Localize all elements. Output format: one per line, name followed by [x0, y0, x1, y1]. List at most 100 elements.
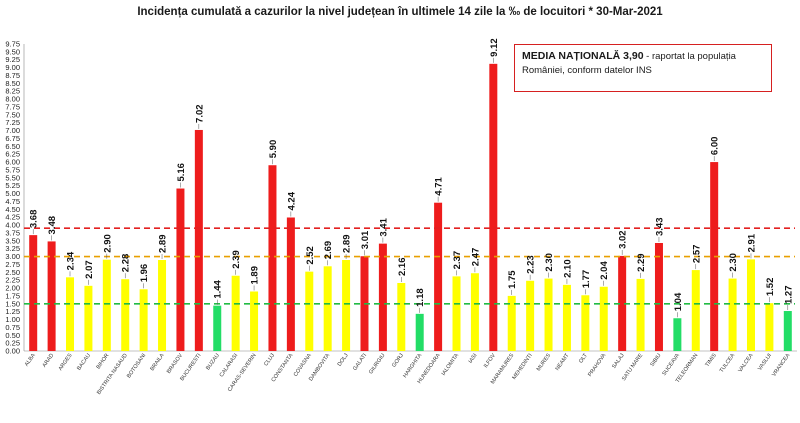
national-average-value: MEDIA NAȚIONALĂ 3,90 — [522, 50, 644, 62]
y-tick-label: 5.50 — [5, 173, 20, 182]
value-label: 5.90 — [268, 140, 279, 159]
bar — [397, 282, 406, 351]
y-tick-label: 5.00 — [5, 189, 20, 198]
category-label: GORJ — [391, 353, 405, 369]
value-label: 2.89 — [342, 235, 353, 254]
value-label: 2.28 — [121, 254, 132, 273]
bar — [728, 278, 737, 351]
category-label: SUCEAVA — [661, 352, 681, 377]
national-average-description: - raportat la populația României, confor… — [522, 51, 736, 76]
value-label: 3.01 — [360, 230, 371, 249]
bar — [470, 273, 479, 351]
value-label: 2.29 — [636, 253, 647, 272]
national-average-note: MEDIA NAȚIONALĂ 3,90 - raportat la popul… — [514, 44, 772, 92]
value-label: 2.34 — [66, 251, 77, 270]
bar — [562, 284, 571, 351]
y-tick-label: 7.50 — [5, 110, 20, 119]
y-tick-label: 4.50 — [5, 205, 20, 214]
bar — [176, 188, 185, 351]
bar — [158, 260, 167, 351]
bar — [489, 63, 498, 352]
bar — [102, 259, 111, 351]
category-label: GALATI — [352, 352, 368, 372]
category-label: GIURGIU — [368, 353, 386, 376]
value-label: 9.12 — [489, 38, 500, 56]
category-label: BRAILA — [150, 352, 166, 372]
y-tick-label: 0.75 — [5, 323, 20, 332]
y-tick-label: 0.50 — [5, 331, 20, 340]
value-label: 1.89 — [250, 266, 261, 285]
category-label: BACAU — [76, 353, 92, 372]
bar — [47, 241, 56, 351]
value-label: 3.43 — [654, 217, 665, 236]
bar — [121, 279, 130, 351]
y-tick-label: 7.75 — [5, 102, 20, 111]
y-tick-label: 1.50 — [5, 299, 20, 308]
value-label: 2.57 — [691, 245, 702, 264]
category-label: TULCEA — [719, 352, 737, 373]
category-label: ARGES — [58, 352, 74, 371]
value-label: 2.37 — [452, 251, 463, 270]
bar — [581, 295, 590, 351]
category-label: SIBIU — [649, 353, 662, 368]
value-label: 6.00 — [710, 137, 721, 156]
y-tick-label: 8.25 — [5, 87, 20, 96]
y-tick-label: 4.00 — [5, 221, 20, 230]
y-tick-label: 1.00 — [5, 315, 20, 324]
category-label: VRANCEA — [771, 352, 791, 377]
bar — [765, 303, 774, 351]
y-tick-label: 5.25 — [5, 181, 20, 190]
bar — [66, 277, 75, 351]
value-label: 2.16 — [397, 257, 408, 276]
category-label: TIMIS — [704, 352, 718, 368]
value-label: 1.75 — [507, 270, 518, 289]
category-label: BIHOR — [96, 353, 111, 371]
value-label: 2.52 — [305, 246, 316, 265]
category-label: IASI — [468, 352, 479, 364]
y-tick-label: 8.75 — [5, 71, 20, 80]
bar — [599, 286, 608, 351]
y-tick-label: 1.75 — [5, 291, 20, 300]
bar — [415, 313, 424, 351]
y-tick-label: 1.25 — [5, 307, 20, 316]
value-label: 4.24 — [286, 191, 297, 210]
y-tick-label: 9.50 — [5, 47, 20, 56]
y-tick-label: 6.25 — [5, 150, 20, 159]
category-label: BRASOV — [166, 352, 184, 374]
value-label: 2.30 — [544, 253, 555, 272]
y-tick-label: 8.50 — [5, 79, 20, 88]
category-label: ILFOV — [483, 352, 497, 369]
y-tick-label: 6.75 — [5, 134, 20, 143]
bar — [654, 242, 663, 351]
bar — [526, 280, 535, 351]
y-tick-label: 2.75 — [5, 260, 20, 269]
value-label: 2.39 — [231, 250, 242, 269]
category-label: IALOMITA — [441, 352, 461, 376]
y-tick-label: 2.50 — [5, 268, 20, 277]
bar — [231, 275, 240, 351]
bar — [286, 217, 295, 351]
value-label: 2.23 — [526, 255, 537, 274]
y-tick-label: 7.25 — [5, 118, 20, 127]
y-tick-label: 5.75 — [5, 165, 20, 174]
category-label: COVASNA — [293, 352, 313, 377]
category-label: DOLJ — [337, 353, 350, 368]
value-label: 2.47 — [470, 248, 481, 267]
bar — [139, 289, 148, 351]
category-label: BOTOSANI — [126, 352, 147, 379]
bar — [213, 305, 222, 351]
category-label: VASLUI — [757, 352, 773, 372]
category-label: ARAD — [42, 353, 56, 369]
value-label: 2.30 — [728, 253, 739, 272]
bar — [250, 291, 259, 351]
y-tick-label: 0.25 — [5, 339, 20, 348]
bar — [434, 202, 443, 351]
bar — [783, 311, 792, 351]
value-label: 5.16 — [176, 163, 187, 182]
bar — [618, 255, 627, 351]
y-tick-label: 3.75 — [5, 228, 20, 237]
category-label: CLUJ — [263, 353, 276, 368]
value-label: 3.02 — [618, 230, 629, 249]
y-tick-label: 3.25 — [5, 244, 20, 253]
